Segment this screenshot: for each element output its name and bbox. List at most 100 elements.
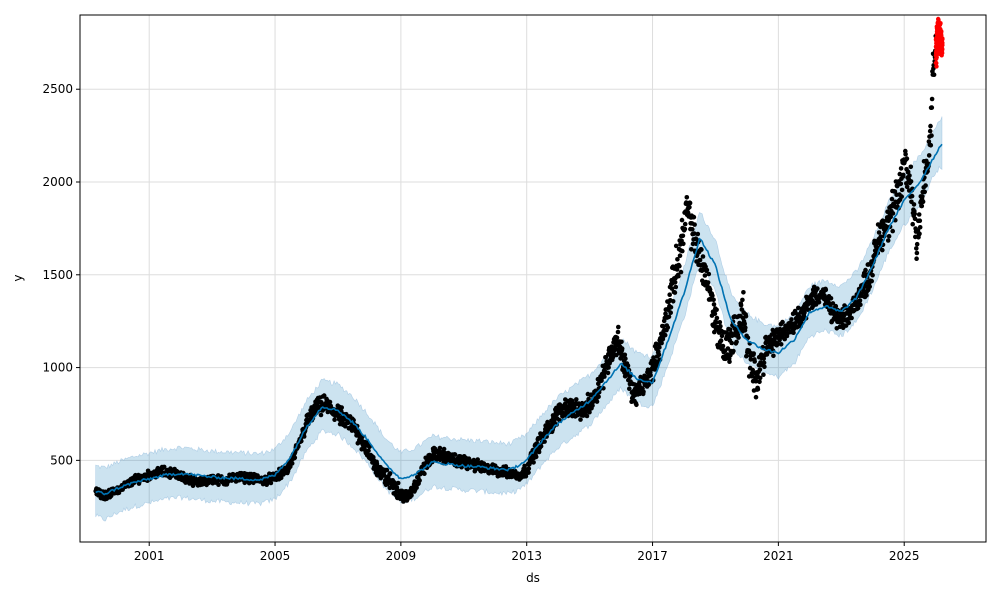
observed-point xyxy=(641,389,646,395)
observed-point xyxy=(705,280,711,285)
x-tick-label: 2009 xyxy=(386,549,417,563)
observed-point xyxy=(780,319,785,325)
observed-point xyxy=(584,413,590,419)
observed-point xyxy=(578,417,583,422)
observed-point xyxy=(886,234,892,239)
grid-lines xyxy=(80,15,986,542)
observed-point xyxy=(301,434,307,439)
observed-point xyxy=(536,449,542,455)
observed-point xyxy=(763,334,769,340)
observed-point xyxy=(366,448,371,454)
observed-point xyxy=(707,287,713,292)
x-tick-label: 2021 xyxy=(763,549,794,563)
observed-point xyxy=(712,329,717,335)
observed-point xyxy=(744,353,749,359)
observed-point xyxy=(690,241,696,247)
observed-point xyxy=(691,214,697,220)
observed-point xyxy=(863,267,868,273)
observed-point xyxy=(670,299,676,304)
observed-point xyxy=(422,471,427,477)
holdout-point xyxy=(935,24,940,29)
observed-point xyxy=(659,340,664,346)
observed-point xyxy=(888,214,893,220)
observed-point xyxy=(731,348,736,354)
observed-point xyxy=(741,290,746,295)
observed-point xyxy=(216,482,221,488)
observed-point xyxy=(764,352,770,357)
observed-point xyxy=(914,246,919,251)
observed-point xyxy=(619,346,625,351)
observed-point xyxy=(710,293,715,298)
observed-point xyxy=(727,359,732,365)
observed-point xyxy=(904,156,910,161)
observed-point xyxy=(526,470,531,475)
observed-point xyxy=(677,253,683,258)
observed-point xyxy=(912,211,917,217)
holdout-point xyxy=(934,48,939,53)
observed-point xyxy=(916,212,922,217)
observed-point xyxy=(899,187,905,193)
observed-point xyxy=(531,460,536,465)
observed-point xyxy=(753,394,759,400)
observed-point xyxy=(662,332,668,338)
observed-point xyxy=(161,464,167,470)
observed-point xyxy=(687,200,693,206)
observed-point xyxy=(673,284,679,290)
observed-point xyxy=(656,352,662,358)
observed-point xyxy=(718,324,723,329)
observed-point xyxy=(684,195,690,200)
observed-point xyxy=(876,230,882,235)
observed-point xyxy=(757,375,763,381)
observed-point xyxy=(714,307,719,313)
observed-point xyxy=(676,273,681,279)
holdout-point xyxy=(939,47,945,52)
observed-point xyxy=(623,356,628,361)
observed-point xyxy=(899,194,904,199)
observed-point xyxy=(606,365,611,370)
observed-point xyxy=(614,335,620,341)
observed-point xyxy=(318,412,324,418)
observed-point xyxy=(816,299,822,305)
observed-point xyxy=(619,339,624,345)
observed-point xyxy=(657,345,662,350)
observed-point xyxy=(908,179,914,184)
observed-point xyxy=(706,271,712,277)
observed-point xyxy=(674,267,680,272)
observed-point xyxy=(452,452,458,457)
observed-point xyxy=(846,320,851,326)
observed-point xyxy=(907,173,912,178)
holdout-point xyxy=(939,53,944,58)
observed-point xyxy=(789,317,794,322)
observed-points xyxy=(93,33,938,504)
observed-point xyxy=(923,183,928,188)
observed-point xyxy=(914,241,920,247)
observed-point xyxy=(761,372,766,378)
observed-point xyxy=(742,321,747,327)
observed-point xyxy=(557,417,562,423)
observed-point xyxy=(920,194,925,199)
observed-point xyxy=(713,320,719,325)
observed-point xyxy=(743,325,748,330)
observed-point xyxy=(757,379,762,385)
y-tick-label: 1000 xyxy=(42,361,73,375)
observed-point xyxy=(800,316,805,322)
observed-point xyxy=(914,256,919,262)
observed-point xyxy=(855,305,861,311)
holdout-point xyxy=(934,64,939,69)
y-axis-ticks: 500 1000 1500 2000 2500 xyxy=(42,82,80,467)
observed-point xyxy=(833,303,839,309)
observed-point xyxy=(327,399,333,405)
observed-point xyxy=(702,273,708,278)
observed-point xyxy=(699,247,704,252)
observed-point xyxy=(743,314,749,319)
observed-point xyxy=(791,330,796,336)
observed-point xyxy=(387,471,393,476)
observed-point xyxy=(533,454,539,460)
observed-point xyxy=(761,360,767,366)
holdout-point xyxy=(933,53,939,58)
observed-point xyxy=(830,301,836,306)
observed-point xyxy=(627,386,632,392)
observed-point xyxy=(740,297,745,303)
holdout-point xyxy=(935,32,941,37)
observed-point xyxy=(917,225,923,230)
